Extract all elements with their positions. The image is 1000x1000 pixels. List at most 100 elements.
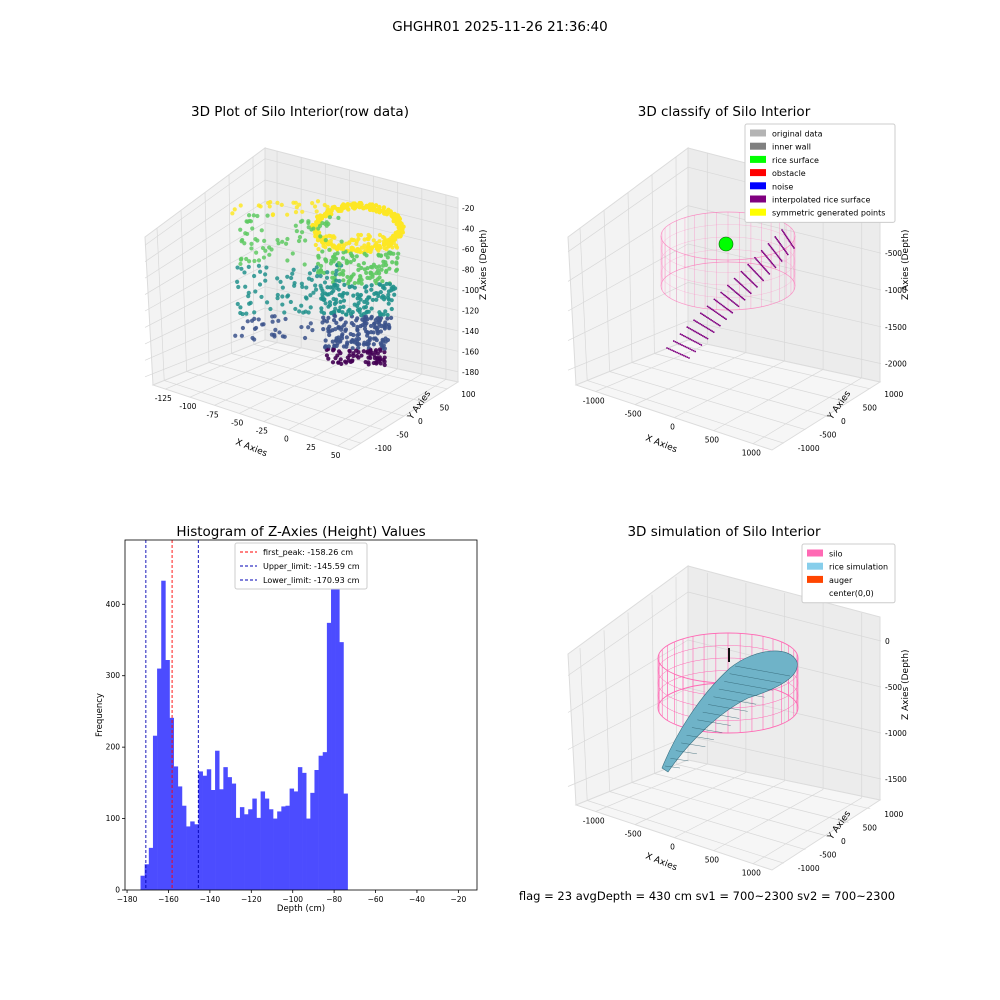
raw-point	[290, 271, 295, 276]
surface-point	[738, 294, 741, 297]
surface-point	[733, 290, 736, 292]
rice-surface-mesh	[664, 665, 791, 769]
surface-point	[733, 277, 736, 280]
raw-point	[342, 282, 347, 287]
x-tick-label: 0	[670, 843, 675, 852]
surface-point	[690, 339, 693, 341]
raw-point	[368, 271, 373, 276]
raw-point	[343, 359, 348, 364]
surface-point	[766, 270, 768, 273]
grid-line	[631, 782, 828, 837]
raw-point	[294, 228, 299, 234]
raw-point	[340, 272, 346, 277]
legend-frame	[234, 542, 368, 590]
surface-point	[722, 293, 725, 296]
grid-line	[186, 371, 383, 430]
x-tick-label: 500	[705, 856, 720, 865]
surface-point	[754, 271, 756, 273]
surface-point	[787, 238, 790, 241]
figure-footer: flag = 23 avgDepth = 430 cm sv1 = 700~23…	[519, 889, 895, 903]
raw-point	[359, 353, 364, 358]
surface-point	[747, 263, 750, 266]
surface-point	[717, 301, 720, 304]
surface-point	[719, 314, 722, 317]
raw-point	[378, 329, 384, 334]
y-tick-label: 0	[115, 886, 120, 895]
raw-point	[361, 205, 366, 211]
raw-point	[280, 239, 285, 244]
surface-point	[758, 275, 761, 278]
raw-point	[338, 299, 343, 304]
histogram-bar	[293, 791, 299, 890]
x-axis-label: Depth (cm)	[277, 904, 325, 914]
raw-point	[398, 224, 404, 230]
histogram-bar	[264, 798, 270, 890]
raw-point	[347, 241, 352, 246]
legend-swatch	[750, 208, 766, 216]
surface-point	[756, 273, 759, 276]
surface-point	[736, 304, 738, 307]
raw-point	[261, 322, 266, 327]
raw-point	[293, 210, 299, 215]
raw-point	[331, 288, 336, 294]
surface-point	[709, 329, 712, 332]
raw-point	[288, 299, 293, 305]
x-tick-labels: -125 -100 -75 -50 -25 0 25 50	[155, 394, 341, 460]
raw-point	[347, 307, 352, 312]
x-tick-label: -500	[625, 830, 642, 839]
y-tick-label: 1000	[884, 810, 903, 819]
grid-line	[253, 344, 448, 390]
raw-point	[303, 295, 309, 300]
surface-point	[785, 252, 788, 255]
z-tick-label: -1000	[885, 286, 907, 295]
title-histogram: Histogram of Z-Axies (Height) Values	[176, 524, 425, 540]
surface-point	[687, 337, 690, 340]
surface-point	[684, 355, 687, 358]
raw-point	[337, 261, 342, 267]
surface-point	[742, 297, 745, 300]
surface-point	[755, 258, 757, 260]
x-tick-label: 1000	[742, 869, 761, 878]
raw-point	[367, 234, 372, 239]
x-tick-label: 0	[284, 435, 289, 444]
silo-ring	[660, 224, 796, 273]
raw-point	[383, 309, 388, 314]
raw-point	[282, 310, 287, 315]
panel-histogram: −180 −160 −140 −120 −100 −80 −60 −40 −20 0 100 200…	[95, 539, 478, 914]
raw-point	[320, 249, 325, 254]
raw-point	[346, 358, 352, 363]
surface-point	[694, 350, 697, 353]
raw-point	[313, 287, 319, 292]
raw-point	[391, 284, 396, 289]
raw-point	[244, 311, 249, 316]
raw-point	[354, 241, 359, 246]
raw-point	[392, 292, 397, 297]
mesh-line	[664, 765, 681, 769]
raw-point	[280, 294, 285, 299]
raw-point	[332, 252, 338, 257]
histogram-bar	[190, 821, 195, 890]
raw-point	[386, 301, 391, 306]
surface-point	[749, 292, 752, 295]
raw-point	[359, 313, 364, 318]
raw-point	[365, 316, 370, 322]
raw-point	[366, 341, 371, 346]
surface-point	[692, 339, 695, 342]
surface-point	[762, 279, 765, 282]
histogram-bar	[310, 792, 315, 890]
raw-point	[337, 308, 342, 313]
raw-point	[263, 272, 268, 277]
raw-point	[380, 337, 385, 342]
raw-point	[378, 290, 383, 295]
z-tick-label: -40	[462, 225, 474, 234]
surface-point	[701, 313, 704, 316]
raw-point	[382, 326, 387, 331]
raw-point	[376, 293, 381, 299]
raw-point	[254, 250, 259, 255]
grid-line	[144, 201, 266, 279]
surface-point	[757, 260, 760, 263]
surface-point	[711, 319, 714, 322]
mesh-line	[697, 719, 731, 726]
surface-point	[682, 334, 685, 337]
raw-point	[368, 323, 374, 329]
